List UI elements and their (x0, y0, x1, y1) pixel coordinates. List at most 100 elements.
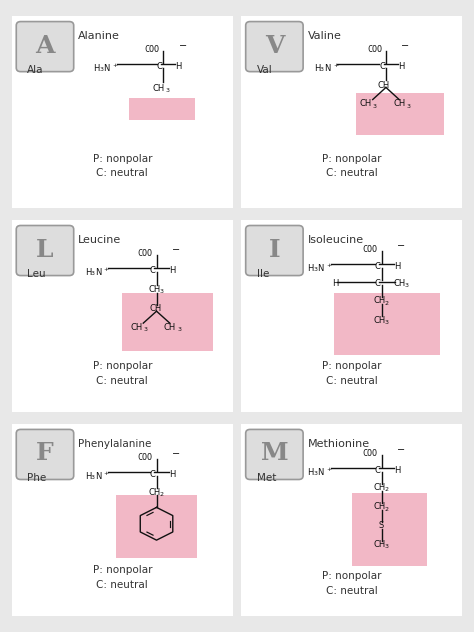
FancyBboxPatch shape (246, 226, 303, 276)
Text: N: N (318, 264, 324, 273)
Text: C: C (375, 279, 381, 288)
FancyBboxPatch shape (16, 226, 73, 276)
Text: Val: Val (257, 64, 273, 75)
Text: C: C (375, 466, 381, 475)
Text: A: A (35, 33, 55, 58)
Text: M: M (261, 442, 288, 466)
Text: P: nonpolar
C: neutral: P: nonpolar C: neutral (322, 571, 382, 596)
Text: N: N (95, 471, 101, 480)
FancyBboxPatch shape (16, 429, 73, 480)
Text: H: H (169, 265, 175, 275)
Text: Ile: Ile (257, 269, 269, 279)
Text: H: H (332, 279, 338, 288)
Text: CH: CH (148, 285, 161, 294)
Text: 3: 3 (313, 471, 317, 477)
Text: 3: 3 (405, 284, 409, 288)
Bar (356, 93, 445, 135)
Text: COO: COO (138, 453, 153, 462)
Text: CH: CH (374, 316, 386, 325)
Text: H: H (308, 264, 314, 273)
Text: CH: CH (164, 323, 176, 332)
Text: COO: COO (363, 245, 378, 254)
FancyBboxPatch shape (235, 10, 469, 214)
Text: H: H (85, 267, 91, 277)
Text: C: C (150, 470, 156, 478)
Text: +: + (103, 267, 109, 272)
Text: I: I (269, 238, 280, 262)
Text: Isoleucine: Isoleucine (308, 235, 364, 245)
Text: +: + (103, 471, 109, 476)
Text: Met: Met (257, 473, 276, 483)
FancyBboxPatch shape (5, 418, 239, 622)
Text: N: N (324, 64, 330, 73)
Text: Methionine: Methionine (308, 439, 370, 449)
Text: 3: 3 (319, 67, 324, 72)
Text: Leu: Leu (27, 269, 46, 279)
Text: CH: CH (359, 99, 372, 108)
Text: F: F (36, 442, 54, 466)
Text: L: L (36, 238, 54, 262)
Text: Phenylalanine: Phenylalanine (78, 439, 152, 449)
Text: CH: CH (378, 81, 390, 90)
Text: 2: 2 (384, 487, 388, 492)
Bar (122, 293, 213, 351)
Text: CH: CH (393, 99, 405, 108)
Text: 3: 3 (99, 67, 103, 72)
Text: H: H (398, 62, 404, 71)
Text: H: H (308, 468, 314, 477)
Text: N: N (318, 468, 324, 477)
Text: COO: COO (138, 249, 153, 258)
FancyBboxPatch shape (235, 214, 469, 418)
Text: 3: 3 (165, 88, 169, 93)
Text: −: − (179, 41, 187, 51)
Text: 3: 3 (90, 475, 94, 480)
FancyBboxPatch shape (16, 21, 73, 71)
Text: +: + (112, 63, 118, 68)
Text: 3: 3 (143, 327, 147, 332)
Bar (334, 293, 440, 355)
Text: 2: 2 (159, 492, 164, 497)
Text: Leucine: Leucine (78, 235, 121, 245)
Text: P: nonpolar
C: neutral: P: nonpolar C: neutral (92, 154, 152, 178)
Text: P: nonpolar
C: neutral: P: nonpolar C: neutral (92, 362, 152, 386)
Text: 3: 3 (159, 289, 164, 295)
Text: 2: 2 (384, 301, 388, 306)
Text: 3: 3 (407, 104, 410, 109)
Text: H: H (394, 262, 400, 271)
Text: CH: CH (152, 83, 164, 92)
Text: CH: CH (374, 540, 386, 549)
Text: CH: CH (374, 502, 386, 511)
FancyBboxPatch shape (5, 214, 239, 418)
Text: CH: CH (130, 323, 142, 332)
Text: −: − (172, 449, 180, 459)
Text: H: H (169, 470, 175, 478)
Text: COO: COO (145, 45, 159, 54)
Text: Ala: Ala (27, 64, 44, 75)
Text: P: nonpolar
C: neutral: P: nonpolar C: neutral (322, 154, 382, 178)
FancyBboxPatch shape (5, 10, 239, 214)
Text: 3: 3 (313, 267, 317, 272)
Text: −: − (397, 445, 405, 455)
Text: Alanine: Alanine (78, 31, 120, 41)
Text: CH: CH (374, 296, 386, 305)
Text: CH: CH (394, 279, 406, 288)
Text: 2: 2 (384, 507, 388, 512)
Text: S: S (379, 521, 384, 530)
FancyBboxPatch shape (246, 429, 303, 480)
Bar (352, 493, 427, 566)
Text: P: nonpolar
C: neutral: P: nonpolar C: neutral (322, 362, 382, 386)
Text: H: H (93, 64, 100, 73)
Text: H: H (175, 62, 182, 71)
Text: P: nonpolar
C: neutral: P: nonpolar C: neutral (92, 565, 152, 590)
Text: +: + (333, 63, 338, 68)
Text: −: − (397, 241, 405, 252)
Text: C: C (375, 262, 381, 271)
Text: C: C (156, 62, 163, 71)
Text: C: C (150, 265, 156, 275)
FancyBboxPatch shape (246, 21, 303, 71)
Text: +: + (326, 263, 331, 268)
Text: 3: 3 (373, 104, 377, 109)
Text: 3: 3 (384, 544, 388, 549)
Bar (129, 97, 195, 120)
Text: CH: CH (149, 304, 162, 313)
